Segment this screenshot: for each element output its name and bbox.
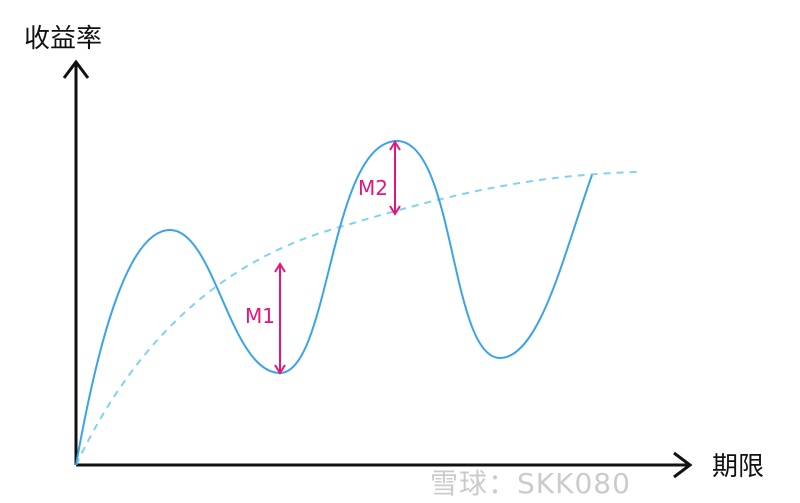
watermark: 雪球：SKK080 bbox=[430, 467, 631, 500]
m1-arrow bbox=[274, 262, 286, 375]
dashed-trend-curve bbox=[75, 171, 639, 466]
solid-yield-curve bbox=[75, 139, 593, 466]
y-axis-label: 收益率 bbox=[24, 24, 103, 54]
x-axis-label: 期限 bbox=[712, 452, 765, 482]
m2-arrow bbox=[389, 140, 401, 216]
m2-label: M2 bbox=[358, 176, 388, 200]
y-axis bbox=[62, 59, 90, 465]
m1-label: M1 bbox=[245, 304, 275, 328]
x-axis bbox=[76, 451, 693, 479]
